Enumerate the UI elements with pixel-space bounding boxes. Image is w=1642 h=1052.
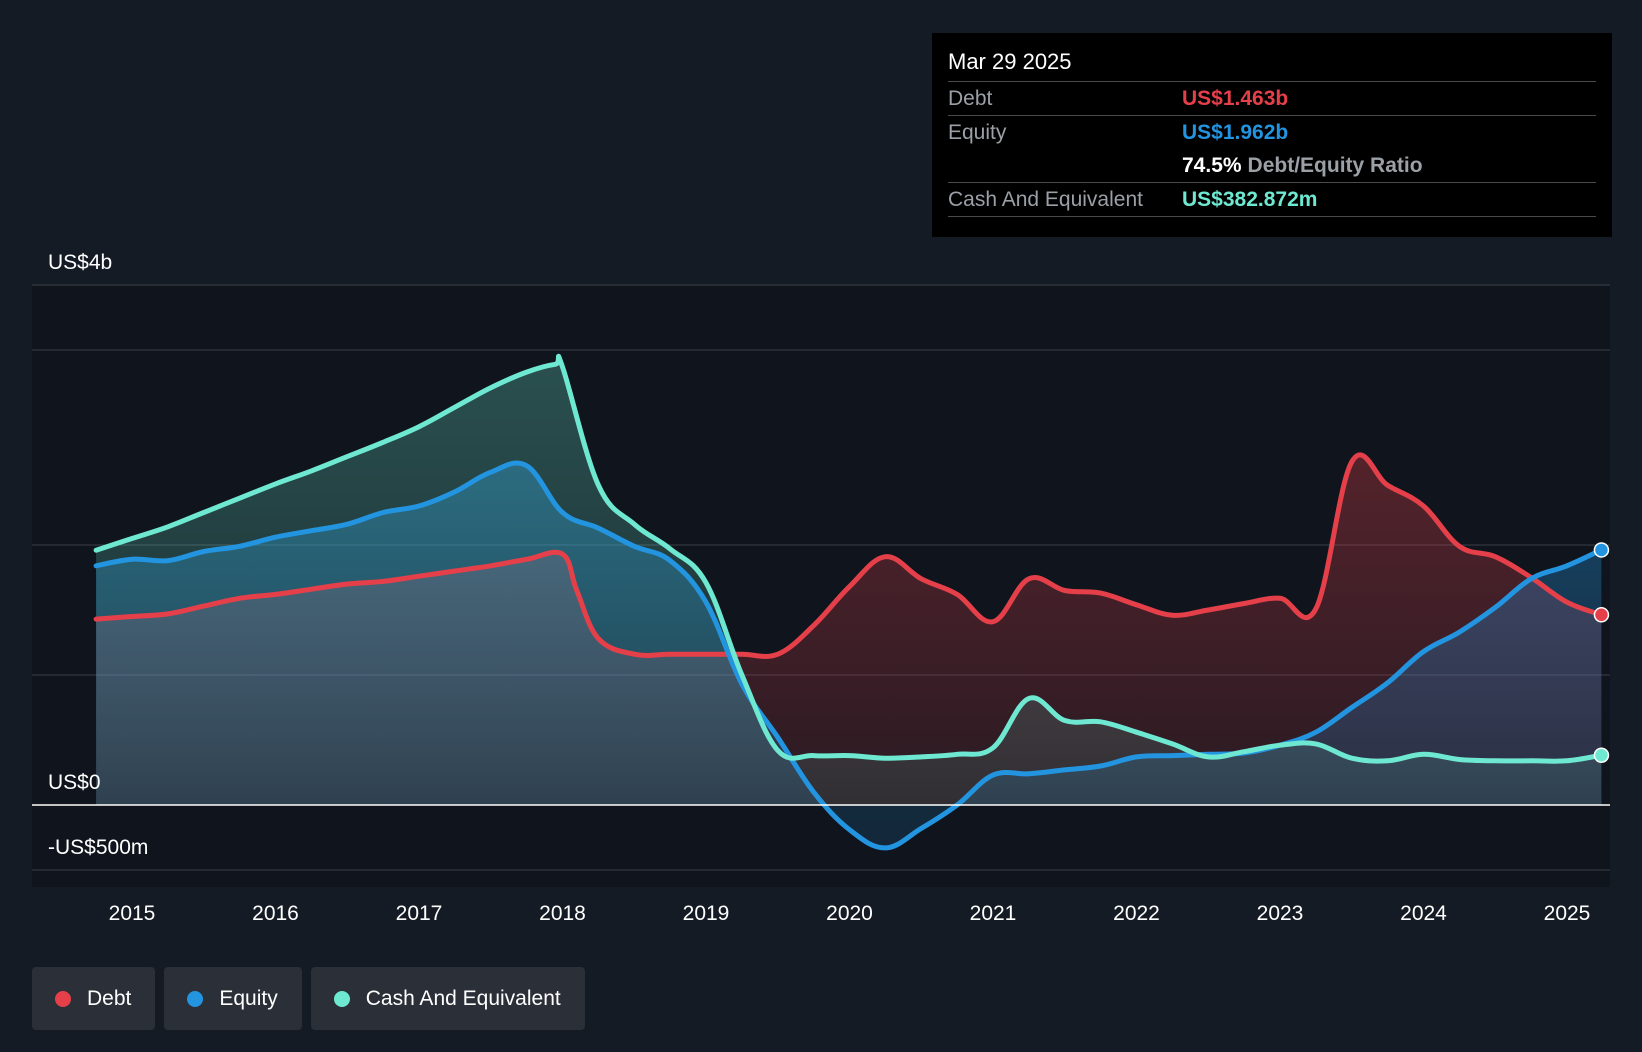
series-lines	[93, 353, 1604, 851]
x-tick-label: 2025	[1544, 902, 1591, 925]
legend: Debt Equity Cash And Equivalent	[32, 967, 585, 1030]
cash-dot-icon	[333, 990, 350, 1007]
tooltip-equity-label: Equity	[948, 121, 1007, 144]
tooltip-debt-value: US$1.463b	[1182, 87, 1289, 110]
equity-line	[93, 460, 1604, 851]
legend-item-debt[interactable]: Debt	[32, 967, 156, 1030]
cash-and-equivalent-area	[96, 356, 1602, 805]
tooltip-debt-label: Debt	[948, 87, 993, 110]
y-tick-label: US$4b	[48, 251, 112, 274]
end-markers	[1593, 542, 1610, 763]
x-tick-label: 2023	[1257, 902, 1304, 925]
tooltip-cash-value: US$382.872m	[1182, 188, 1318, 211]
tooltip-ratio-label: Debt/Equity Ratio	[1247, 154, 1423, 177]
x-tick-label: 2020	[826, 902, 873, 925]
tooltip-row-equity: Equity US$1.962b	[948, 116, 1596, 149]
legend-item-equity[interactable]: Equity	[164, 967, 302, 1030]
y-axis-labels: US$4b US$0 -US$500m	[48, 251, 148, 859]
equity-dot-icon	[187, 990, 204, 1007]
x-tick-label: 2015	[109, 902, 156, 925]
x-tick-label: 2018	[539, 902, 586, 925]
legend-label-debt: Debt	[87, 986, 132, 1010]
tooltip-panel: Mar 29 2025 Debt US$1.463b Equity US$1.9…	[932, 33, 1612, 237]
x-tick-label: 2021	[970, 902, 1017, 925]
x-tick-label: 2016	[252, 902, 299, 925]
debt-end-marker	[1593, 607, 1610, 623]
x-tick-label: 2017	[396, 902, 443, 925]
tooltip-date: Mar 29 2025	[948, 47, 1596, 82]
debt-line	[93, 452, 1604, 659]
tooltip-cash-label: Cash And Equivalent	[948, 188, 1143, 211]
tooltip-ratio-spacer	[948, 149, 1182, 182]
x-tick-label: 2019	[683, 902, 730, 925]
cash-and-equivalent-line	[93, 353, 1604, 764]
cash-and-equivalent-end-marker	[1593, 747, 1610, 763]
legend-item-cash[interactable]: Cash And Equivalent	[310, 967, 585, 1030]
y-tick-label: -US$500m	[48, 836, 148, 859]
debt-dot-icon	[55, 990, 71, 1007]
tooltip-ratio-value: 74.5%	[1182, 154, 1242, 177]
y-tick-label: US$0	[48, 771, 101, 794]
tooltip-row-ratio: 74.5% Debt/Equity Ratio	[948, 149, 1596, 183]
x-axis-labels: 2015 2016 2017 2018 2019 2020 2021 2022 2023 2024…	[109, 902, 1591, 925]
x-tick-label: 2024	[1400, 902, 1447, 925]
legend-label-cash: Cash And Equivalent	[365, 986, 561, 1010]
tooltip-equity-value: US$1.962b	[1182, 121, 1289, 144]
x-tick-label: 2022	[1113, 902, 1160, 925]
tooltip-row-debt: Debt US$1.463b	[948, 82, 1596, 116]
series-areas	[96, 356, 1602, 848]
tooltip-row-cash: Cash And Equivalent US$382.872m	[948, 183, 1596, 217]
equity-end-marker	[1593, 542, 1610, 558]
legend-label-equity: Equity	[219, 986, 278, 1010]
